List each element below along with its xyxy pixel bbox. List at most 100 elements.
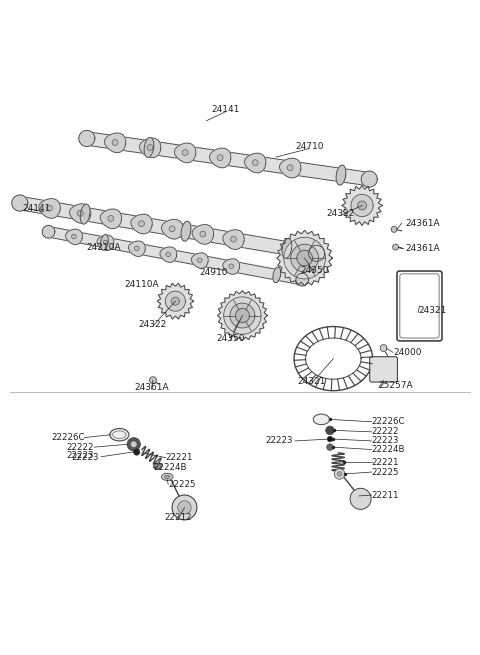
Text: 24322: 24322 [139, 320, 167, 329]
Circle shape [139, 221, 144, 227]
Polygon shape [296, 273, 309, 286]
Text: 22226C: 22226C [51, 433, 84, 442]
Circle shape [350, 489, 371, 510]
Polygon shape [100, 234, 108, 250]
Polygon shape [336, 165, 346, 185]
Circle shape [172, 495, 197, 520]
Polygon shape [244, 153, 266, 173]
Polygon shape [139, 138, 161, 158]
Polygon shape [160, 247, 177, 263]
Circle shape [327, 436, 333, 442]
Text: 22223: 22223 [265, 436, 293, 445]
Text: 24361A: 24361A [405, 244, 440, 253]
Polygon shape [39, 198, 60, 218]
Circle shape [326, 444, 333, 451]
Circle shape [108, 215, 114, 221]
Polygon shape [97, 235, 114, 250]
Polygon shape [393, 244, 398, 250]
Text: 22225: 22225 [168, 480, 196, 489]
Polygon shape [297, 250, 312, 266]
Polygon shape [80, 204, 90, 224]
Text: 25257A: 25257A [379, 381, 413, 390]
Text: 22222: 22222 [67, 443, 94, 452]
Polygon shape [66, 229, 83, 244]
Polygon shape [380, 345, 387, 352]
Circle shape [252, 160, 258, 166]
Polygon shape [235, 309, 250, 322]
Polygon shape [361, 171, 377, 187]
Text: 22225: 22225 [372, 468, 399, 477]
Polygon shape [86, 132, 370, 186]
Polygon shape [181, 221, 191, 241]
Circle shape [178, 501, 191, 514]
Polygon shape [309, 245, 324, 261]
Ellipse shape [154, 463, 162, 470]
Polygon shape [157, 283, 193, 319]
Circle shape [197, 258, 202, 263]
Circle shape [217, 155, 223, 160]
Text: 24321: 24321 [418, 307, 446, 315]
Text: 22224B: 22224B [372, 445, 405, 454]
Circle shape [77, 210, 83, 216]
Polygon shape [48, 227, 303, 285]
Circle shape [133, 449, 140, 455]
Circle shape [47, 205, 52, 211]
Circle shape [334, 469, 345, 479]
Polygon shape [171, 297, 180, 305]
Polygon shape [162, 219, 183, 239]
Circle shape [147, 145, 153, 151]
Circle shape [229, 264, 233, 269]
Polygon shape [174, 143, 196, 162]
Polygon shape [358, 201, 366, 210]
Text: 24910: 24910 [199, 268, 228, 277]
Circle shape [169, 226, 175, 232]
Polygon shape [391, 227, 397, 233]
Text: 24361A: 24361A [405, 219, 440, 228]
Polygon shape [12, 195, 28, 211]
Polygon shape [70, 204, 91, 223]
Polygon shape [223, 259, 240, 274]
Polygon shape [144, 138, 154, 157]
Polygon shape [223, 230, 244, 250]
Polygon shape [105, 133, 126, 153]
Text: 24710: 24710 [295, 142, 324, 151]
Polygon shape [100, 209, 121, 229]
Polygon shape [282, 238, 292, 258]
Polygon shape [42, 225, 55, 238]
Text: 24110A: 24110A [125, 280, 159, 289]
Polygon shape [19, 196, 318, 260]
Ellipse shape [161, 473, 173, 480]
Circle shape [325, 426, 334, 435]
Text: 24321: 24321 [298, 377, 326, 386]
Polygon shape [166, 291, 185, 311]
Circle shape [200, 231, 206, 237]
Circle shape [182, 149, 188, 155]
Polygon shape [79, 130, 95, 147]
Text: 24210A: 24210A [86, 242, 121, 252]
Polygon shape [342, 185, 382, 225]
Text: 24350: 24350 [300, 265, 328, 274]
Polygon shape [351, 195, 373, 217]
Ellipse shape [110, 428, 129, 441]
Polygon shape [131, 214, 152, 234]
Polygon shape [291, 244, 319, 272]
Polygon shape [277, 231, 332, 286]
Circle shape [131, 441, 137, 447]
Circle shape [166, 252, 170, 257]
Circle shape [230, 236, 237, 242]
Text: 22223: 22223 [72, 453, 99, 462]
Polygon shape [273, 267, 281, 283]
Circle shape [103, 240, 108, 245]
Ellipse shape [313, 414, 329, 424]
Circle shape [287, 165, 293, 171]
Polygon shape [284, 237, 325, 279]
Polygon shape [209, 148, 231, 168]
Text: 22221: 22221 [372, 458, 399, 467]
Ellipse shape [164, 475, 170, 479]
Text: 24322: 24322 [326, 209, 355, 218]
Circle shape [134, 246, 139, 251]
Text: 24141: 24141 [212, 105, 240, 114]
Circle shape [112, 140, 118, 145]
Polygon shape [150, 377, 156, 383]
Polygon shape [192, 225, 214, 244]
